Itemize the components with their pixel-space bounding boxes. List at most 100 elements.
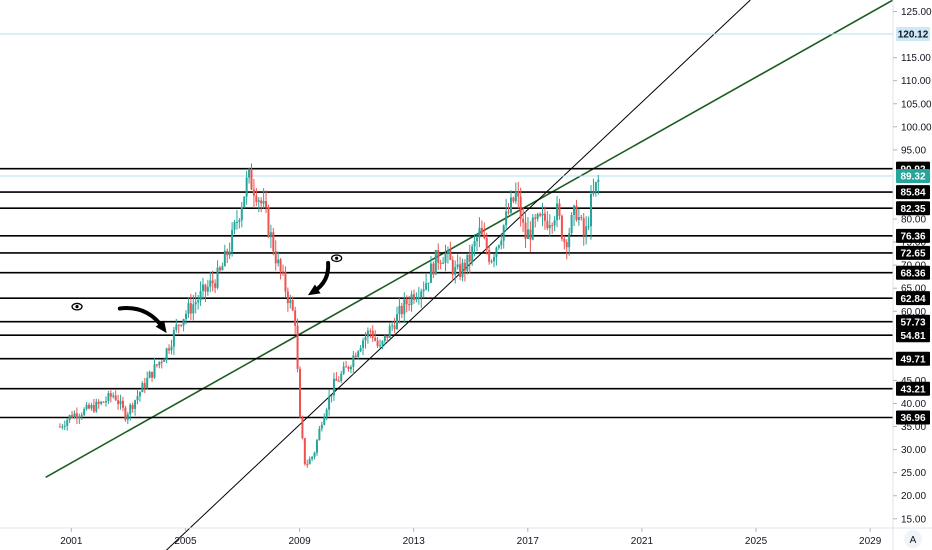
candle-body — [182, 319, 185, 326]
candle-body — [114, 395, 117, 401]
candle-body — [143, 383, 146, 389]
candle-body — [306, 464, 309, 466]
candle-body — [560, 215, 563, 239]
level-price-badge: 76.36 — [900, 231, 925, 242]
level-price-badge: 62.84 — [900, 294, 925, 305]
candle-body — [138, 392, 141, 397]
x-tick-label: 2001 — [60, 536, 83, 547]
candle-body — [78, 416, 81, 418]
candle-body — [131, 404, 134, 409]
last-price-badge: 89.32 — [900, 172, 925, 183]
candle-body — [189, 303, 192, 314]
candle-body — [536, 213, 539, 219]
candle-body — [490, 261, 493, 263]
candle-body — [170, 346, 173, 351]
level-price-badge-bg — [896, 291, 930, 306]
candle-body — [197, 300, 200, 303]
level-price-badge: 36.96 — [900, 413, 925, 424]
candle-body — [369, 330, 372, 332]
candle-body — [243, 196, 246, 208]
candle-body — [255, 195, 258, 202]
candle-body — [226, 250, 229, 256]
candle-body — [298, 368, 301, 418]
candle-body — [95, 401, 98, 412]
candle-body — [289, 300, 292, 304]
candle-body — [585, 226, 588, 236]
auto-scale-button[interactable] — [904, 530, 922, 548]
candle-body — [73, 413, 76, 418]
level-price-badge-bg — [896, 328, 930, 343]
candle-body — [332, 378, 335, 396]
candle-body — [412, 294, 415, 300]
level-price-badge: 82.35 — [900, 204, 925, 215]
candle-body — [541, 213, 544, 216]
candle-body — [459, 264, 462, 277]
candle-body — [471, 246, 474, 262]
candle-body — [507, 211, 510, 213]
candle-body — [408, 304, 411, 306]
candle-body — [90, 405, 93, 409]
candle-body — [238, 220, 241, 222]
y-tick-label: 110.00 — [901, 76, 931, 87]
candle-body — [284, 272, 287, 292]
candle-body — [119, 400, 122, 405]
candle-body — [80, 414, 83, 417]
candle-body — [180, 324, 183, 326]
candle-body — [449, 249, 452, 260]
candle-body — [277, 259, 280, 264]
candle-body — [102, 401, 105, 403]
level-price-badge: 68.36 — [900, 268, 925, 279]
candle-body — [395, 314, 398, 330]
candle-body — [597, 179, 600, 183]
candle-body — [328, 396, 331, 410]
candle-body — [172, 330, 175, 347]
candle-body — [71, 415, 74, 418]
y-tick-label: 60.00 — [901, 307, 926, 318]
candle-body — [330, 395, 333, 397]
candle-body — [282, 271, 285, 273]
candle-body — [590, 193, 593, 227]
candle-body — [505, 211, 508, 226]
y-tick-label: 35.00 — [901, 422, 926, 433]
candle-body — [58, 426, 61, 428]
candle-body — [480, 227, 483, 235]
trendline-green-channel — [45, 0, 894, 478]
candle-body — [228, 251, 231, 256]
candle-body — [580, 217, 583, 219]
candle-body — [456, 264, 459, 268]
candle-body — [311, 456, 314, 459]
y-tick-label: 30.00 — [901, 445, 926, 456]
y-tick-label: 95.00 — [901, 145, 926, 156]
y-tick-label: 25.00 — [901, 468, 926, 479]
candle-body — [313, 452, 316, 457]
candle-body — [446, 249, 449, 254]
auto-scale-label[interactable]: A — [910, 535, 917, 546]
candle-body — [556, 203, 559, 221]
candle-body — [97, 401, 100, 404]
candle-body — [158, 361, 161, 366]
candle-body — [551, 225, 554, 227]
y-tick-label: 20.00 — [901, 491, 926, 502]
candle-body — [519, 196, 522, 219]
candle-body — [206, 286, 209, 292]
candle-body — [218, 267, 221, 271]
candle-body — [83, 409, 86, 415]
candle-body — [461, 262, 464, 277]
candle-body — [393, 325, 396, 330]
candle-body — [233, 222, 236, 230]
candle-body — [422, 289, 425, 292]
candle-body — [493, 257, 496, 262]
candle-body — [575, 205, 578, 221]
level-price-badge-bg — [896, 351, 930, 366]
candle-body — [345, 366, 348, 368]
trendlines-layer — [45, 0, 894, 550]
candle-body — [148, 371, 151, 378]
y-tick-label: 40.00 — [901, 399, 926, 410]
x-tick-label: 2021 — [631, 536, 654, 547]
eye-pupil-icon — [335, 256, 339, 260]
candle-body — [201, 284, 204, 291]
candle-body — [488, 249, 491, 262]
candle-body — [594, 182, 597, 192]
x-tick-label: 2029 — [859, 536, 882, 547]
